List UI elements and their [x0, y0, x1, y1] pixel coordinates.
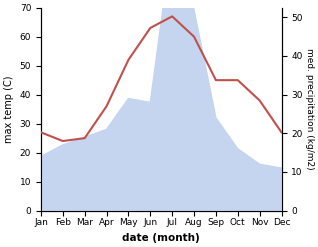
X-axis label: date (month): date (month) — [122, 233, 200, 243]
Y-axis label: max temp (C): max temp (C) — [4, 75, 14, 143]
Y-axis label: med. precipitation (kg/m2): med. precipitation (kg/m2) — [305, 48, 314, 170]
